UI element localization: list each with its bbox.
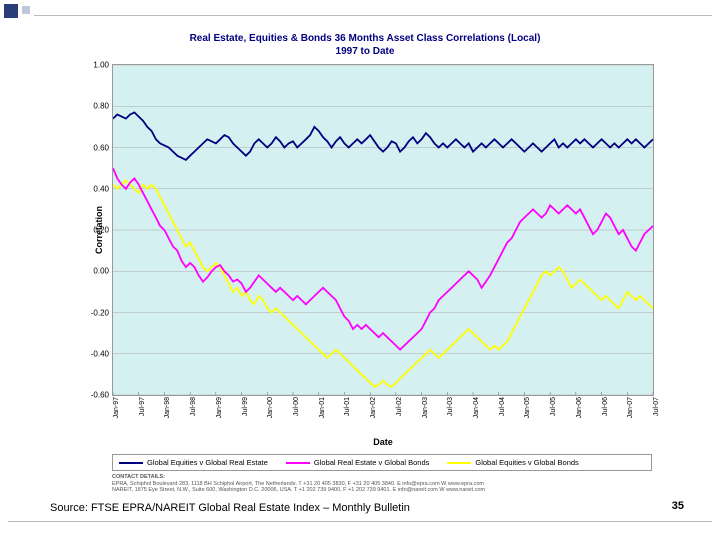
legend-swatch (447, 462, 471, 464)
chart-title: Real Estate, Equities & Bonds 36 Months … (70, 28, 660, 62)
source-text: Source: FTSE EPRA/NAREIT Global Real Est… (50, 502, 410, 514)
contact-line1: EPRA, Schiphol Boulevard 283, 1118 BH Sc… (112, 481, 484, 487)
legend-label: Global Equities v Global Real Estate (147, 458, 268, 467)
decor-bullet-large (4, 4, 18, 18)
legend-item: Global Equities v Global Bonds (447, 458, 578, 467)
decor-top-rule (34, 15, 712, 16)
legend-item: Global Equities v Global Real Estate (119, 458, 268, 467)
legend-label: Global Equities v Global Bonds (475, 458, 578, 467)
legend-item: Global Real Estate v Global Bonds (286, 458, 429, 467)
y-axis-ticks: 1.000.800.600.400.200.00-0.20-0.40-0.60 (83, 65, 111, 395)
slide-header-decor (0, 0, 720, 22)
x-axis-label: Date (373, 437, 393, 447)
legend-label: Global Real Estate v Global Bonds (314, 458, 429, 467)
x-axis-ticks: Jan-97Jul-97Jan-98Jul-98Jan-99Jul-99Jan-… (113, 397, 653, 431)
contact-line2: NAREIT, 1875 Eye Street, N.W., Suite 600… (112, 487, 485, 493)
contact-heading: CONTACT DETAILS: (112, 474, 165, 480)
decor-bottom-rule (8, 521, 712, 522)
chart-title-line2: 1997 to Date (336, 46, 395, 57)
decor-bullet-small (22, 6, 30, 14)
legend: Global Equities v Global Real Estate Glob… (112, 454, 652, 471)
legend-swatch (286, 462, 310, 464)
chart-svg (113, 65, 653, 395)
chart-container: Real Estate, Equities & Bonds 36 Months … (70, 28, 660, 468)
plot-area: Correlation 1.000.800.600.400.200.00-0.2… (112, 64, 654, 396)
chart-title-line1: Real Estate, Equities & Bonds 36 Months … (190, 33, 541, 44)
legend-swatch (119, 462, 143, 464)
contact-details: CONTACT DETAILS: EPRA, Schiphol Boulevar… (112, 474, 660, 494)
page-number: 35 (672, 500, 684, 512)
